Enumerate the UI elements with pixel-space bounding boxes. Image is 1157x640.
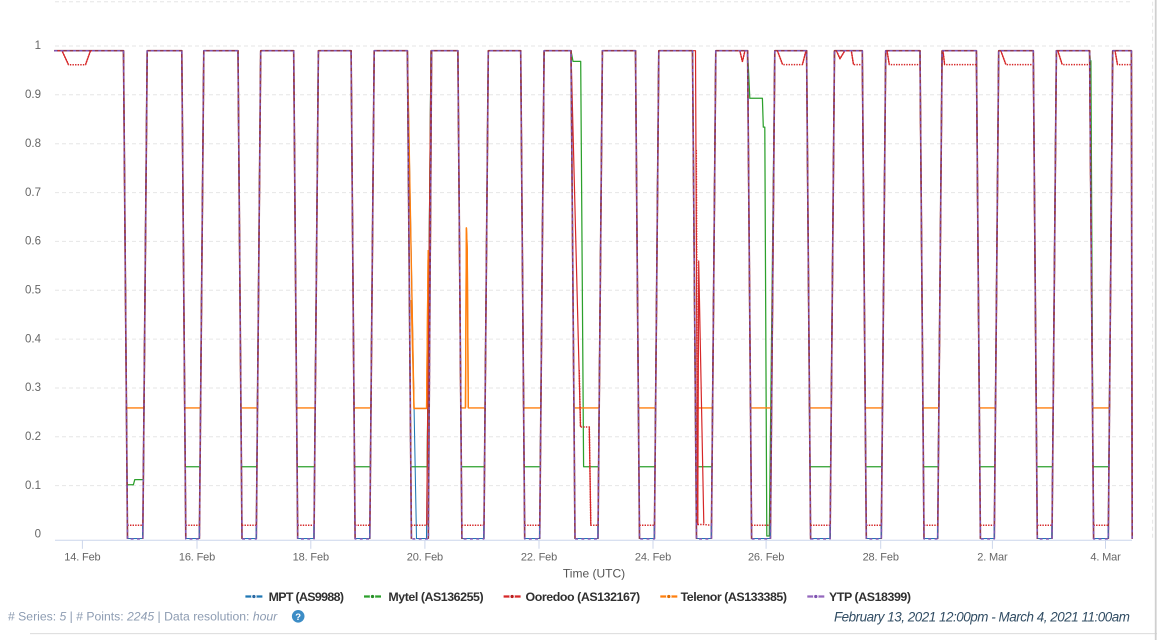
- svg-text:28. Feb: 28. Feb: [863, 551, 899, 563]
- svg-text:20. Feb: 20. Feb: [407, 551, 443, 563]
- svg-text:Telenor (AS133385): Telenor (AS133385): [681, 590, 787, 604]
- svg-text:0.9: 0.9: [25, 89, 41, 101]
- svg-text:0: 0: [35, 529, 41, 541]
- svg-text:1: 1: [35, 40, 41, 52]
- svg-text:Ooredoo (AS132167): Ooredoo (AS132167): [526, 590, 641, 604]
- svg-text:26. Feb: 26. Feb: [748, 551, 784, 563]
- svg-text:# Series: 5 | # Points: 2245 |: # Series: 5 | # Points: 2245 | Data reso…: [8, 610, 278, 624]
- svg-text:YTP (AS18399): YTP (AS18399): [829, 590, 911, 604]
- svg-text:18. Feb: 18. Feb: [293, 551, 329, 563]
- svg-text:0.4: 0.4: [25, 333, 42, 345]
- svg-text:0.3: 0.3: [25, 382, 41, 394]
- svg-text:4. Mar: 4. Mar: [1090, 551, 1121, 563]
- svg-text:MPT (AS9988): MPT (AS9988): [269, 590, 344, 604]
- svg-text:0.7: 0.7: [25, 187, 41, 199]
- svg-text:0.5: 0.5: [25, 284, 41, 296]
- svg-text:February 13, 2021 12:00pm - Ma: February 13, 2021 12:00pm - March 4, 202…: [834, 610, 1130, 625]
- svg-text:0.6: 0.6: [25, 236, 41, 248]
- svg-text:0.2: 0.2: [25, 431, 41, 443]
- svg-text:Time (UTC): Time (UTC): [563, 567, 625, 581]
- svg-text:0.1: 0.1: [25, 480, 41, 492]
- svg-text:24. Feb: 24. Feb: [635, 551, 671, 563]
- svg-text:14. Feb: 14. Feb: [64, 551, 100, 563]
- svg-text:?: ?: [295, 612, 301, 623]
- svg-text:0.8: 0.8: [25, 138, 41, 150]
- svg-text:2. Mar: 2. Mar: [977, 551, 1008, 563]
- svg-text:16. Feb: 16. Feb: [179, 551, 215, 563]
- svg-text:22. Feb: 22. Feb: [521, 551, 557, 563]
- svg-text:Mytel (AS136255): Mytel (AS136255): [388, 590, 483, 604]
